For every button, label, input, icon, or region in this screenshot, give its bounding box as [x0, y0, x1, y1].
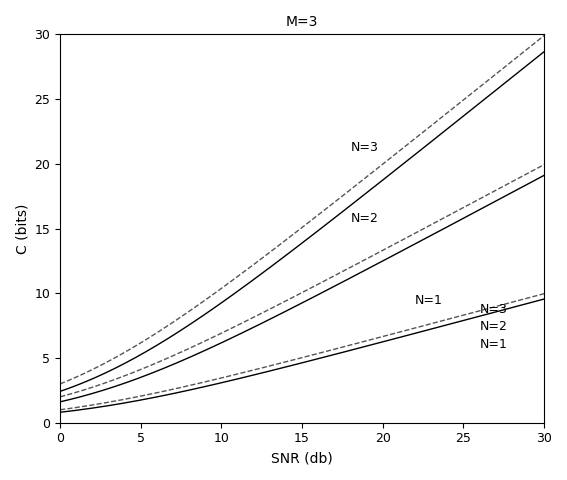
Text: N=3: N=3 — [350, 141, 378, 154]
Y-axis label: C (bits): C (bits) — [15, 204, 29, 254]
Text: N=1: N=1 — [415, 294, 443, 307]
Title: M=3: M=3 — [286, 15, 318, 29]
Text: N=2: N=2 — [350, 212, 378, 225]
Text: N=3: N=3 — [480, 303, 507, 316]
Text: N=1: N=1 — [480, 337, 507, 350]
X-axis label: SNR (db): SNR (db) — [271, 451, 333, 465]
Text: N=2: N=2 — [480, 320, 507, 333]
